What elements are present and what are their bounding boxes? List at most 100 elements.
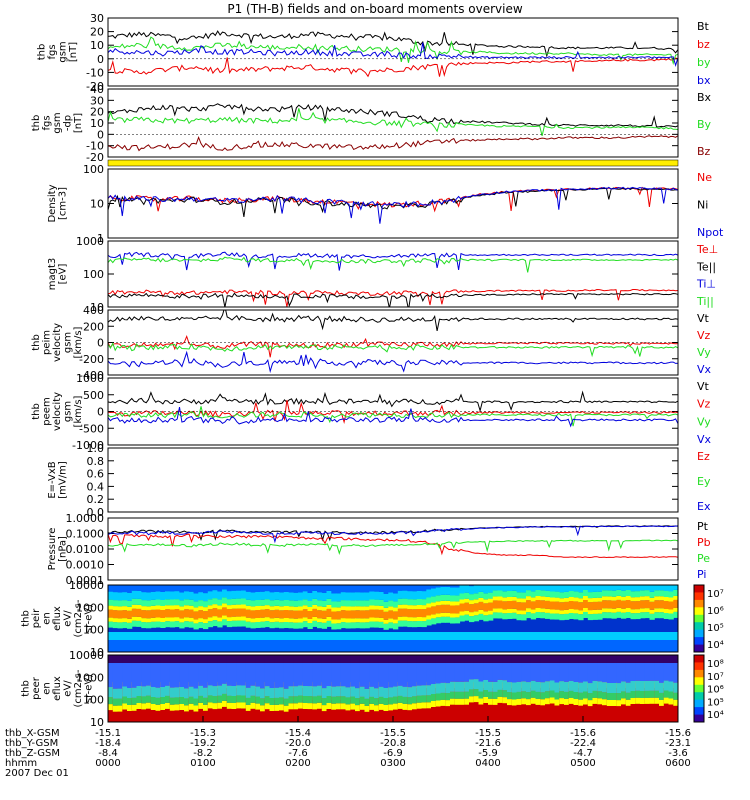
spectrogram-cell (331, 696, 337, 704)
spectrogram-cell (174, 687, 180, 698)
spectrogram-cell (112, 698, 119, 706)
spectrogram-cell (355, 606, 361, 611)
spectrogram-cell (521, 632, 527, 640)
spectrogram-cell (345, 663, 351, 688)
spectrogram-cell (511, 590, 518, 597)
spectrogram-cell (245, 591, 252, 600)
spectrogram-cell (450, 663, 456, 682)
spectrogram-cell (393, 696, 399, 704)
spectrogram-cell (307, 623, 313, 629)
spectrogram-cell (545, 698, 551, 705)
spectrogram-cell (416, 609, 423, 617)
spectrogram-cell (616, 595, 622, 600)
spectrogram-cell (668, 700, 674, 722)
spectrogram-cell (155, 621, 161, 628)
spectrogram-cell (611, 590, 617, 597)
spectrogram-cell (654, 600, 660, 609)
spectrogram-cell (630, 663, 636, 681)
spectrogram-cell (355, 705, 361, 712)
spectrogram-cell (222, 619, 228, 626)
spectrogram-cell (340, 585, 347, 593)
spectrogram-cell (587, 614, 594, 621)
spectrogram-cell (654, 700, 660, 722)
spectrogram-cell (222, 700, 228, 722)
spectrogram-cell (611, 655, 617, 663)
spectrogram-cell (568, 655, 575, 663)
spectrogram-cell (288, 585, 294, 593)
spectrogram-cell (326, 608, 332, 617)
spectrogram-cell (231, 700, 237, 722)
spectrogram-cell (426, 585, 432, 590)
spectrogram-cell (497, 612, 503, 619)
spectrogram-cell (606, 596, 613, 601)
spectrogram-cell (535, 698, 541, 705)
spectrogram-cell (516, 632, 522, 640)
spectrogram-cell (530, 655, 537, 663)
spectrogram-cell (412, 703, 418, 710)
panel-p10: thb peer en eflux eV/(cm2-s-sr-eV)1000010001… (21, 649, 724, 729)
spectrogram-cell (226, 585, 233, 592)
spectrogram-cell (545, 596, 551, 601)
spectrogram-cell (207, 621, 214, 628)
spectrogram-cell (245, 640, 252, 652)
spectrogram-cell (321, 705, 328, 712)
spectrogram-cell (388, 600, 394, 607)
spectrogram-cell (663, 597, 670, 601)
spectrogram-cell (117, 655, 123, 663)
spectrogram-cell (521, 602, 527, 611)
spectrogram-cell (668, 640, 674, 652)
spectrogram-cell (193, 585, 199, 594)
spectrogram-cell (478, 609, 484, 614)
spectrogram-cell (293, 592, 299, 601)
spectrogram-cell (188, 621, 195, 628)
spectrogram-cell (407, 697, 413, 705)
spectrogram-cell (331, 607, 337, 612)
spectrogram-cell (592, 680, 598, 691)
panel-frame (107, 517, 679, 581)
spectrogram-cell (236, 702, 242, 709)
spectrogram-cell (440, 682, 446, 693)
ylabel-line: peir (31, 608, 42, 628)
spectrogram-cell (521, 640, 527, 652)
spectrogram-cell (630, 700, 636, 722)
spectrogram-cell (355, 640, 361, 652)
spectrogram-cell (673, 655, 678, 663)
spectrogram-cell (625, 590, 632, 596)
spectrogram-cell (226, 617, 233, 622)
spectrogram-cell (526, 699, 532, 706)
spectrogram-cell (521, 663, 527, 682)
ytick-label: 10 (90, 198, 104, 211)
spectrogram-cell (250, 702, 256, 709)
spectrogram-cell (307, 593, 313, 601)
spectrogram-cell (507, 632, 513, 640)
status-bar (108, 160, 678, 166)
spectrogram-cell (212, 598, 218, 605)
spectrogram-cell (578, 640, 584, 652)
colorbar-swatch (694, 592, 704, 601)
spectrogram-cell (355, 655, 361, 663)
spectrogram-cell (369, 621, 375, 628)
spectrogram-cell (350, 600, 356, 607)
spectrogram-cell (526, 663, 532, 683)
spectrogram-cell (274, 591, 280, 600)
spectrogram-cell (260, 599, 266, 606)
spectrogram-cell (635, 609, 641, 614)
spectrogram-cell (535, 585, 541, 590)
spectrogram-cell (369, 655, 375, 663)
spectrogram-cell (478, 681, 484, 692)
spectrogram-cell (488, 663, 494, 682)
spectrogram-cell (573, 632, 579, 640)
spectrogram-cell (193, 663, 199, 689)
spectrogram-cell (150, 585, 157, 592)
spectrogram-cell (241, 608, 247, 617)
spectrogram-cell (184, 640, 190, 652)
spectrogram-cell (673, 663, 678, 683)
spectrogram-cell (236, 632, 242, 640)
ylabel-line: fgs (42, 115, 53, 130)
footer-value: 0600 (665, 758, 690, 769)
series-By (108, 108, 678, 137)
spectrogram-cell (241, 598, 247, 605)
spectrogram-cell (117, 622, 123, 629)
spectrogram-cell (421, 685, 427, 696)
spectrogram-cell (198, 622, 204, 629)
